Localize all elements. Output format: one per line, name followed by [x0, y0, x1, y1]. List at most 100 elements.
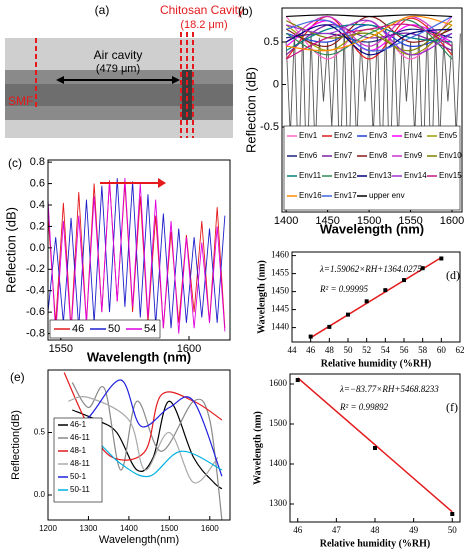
legend-label: Env5	[439, 131, 458, 140]
legend-label: Env17	[334, 191, 357, 200]
series-line	[48, 178, 226, 334]
series-line	[285, 23, 453, 52]
x-tick-label: 62	[456, 345, 465, 355]
y-tick-label: -0.2	[26, 263, 45, 275]
series-line	[286, 15, 453, 52]
x-axis-label: Wavelength(nm)	[99, 534, 179, 546]
legend-label: Env16	[299, 191, 322, 200]
annotation: λ=−83.77×RH+5468.8233	[339, 384, 439, 394]
data-point	[402, 278, 406, 283]
y-tick-label: 0	[273, 78, 279, 90]
y-tick-label: -0.8	[26, 327, 45, 339]
x-tick-label: 52	[362, 345, 371, 355]
x-axis-label: Relative humidity (%RH)	[321, 358, 432, 369]
y-tick-label: -0.5	[260, 121, 279, 133]
y-axis-label: Reflection(dB)	[10, 410, 22, 480]
x-axis-label: Wavelength (nm)	[87, 349, 191, 364]
x-tick-label: 1600	[177, 343, 201, 355]
y-tick-label: -0.4	[26, 285, 45, 297]
legend-label: Env6	[299, 151, 318, 160]
x-axis-label: Wavelength (nm)	[320, 221, 424, 236]
x-axis-label: Relative humidity (%RH)	[320, 538, 431, 549]
series-line	[48, 178, 226, 329]
y-tick-label: 1460	[271, 250, 290, 260]
annotation: λ=1.59062×RH+1364.0275	[319, 264, 422, 274]
air-label: Air cavity	[94, 48, 143, 62]
y-tick-label: 1445	[271, 304, 290, 314]
legend-label: Env11	[299, 171, 322, 180]
x-tick-label: 1400	[274, 215, 298, 227]
data-point	[346, 312, 350, 317]
x-tick-label: 1600	[201, 524, 219, 533]
x-tick-label: 60	[437, 345, 447, 355]
panel-label: (f)	[446, 400, 458, 414]
legend-label: Env1	[299, 131, 318, 140]
fiber-label: SMF	[8, 94, 33, 108]
y-tick-label: 0.0	[30, 242, 45, 254]
data-point	[420, 266, 425, 271]
plot-frame	[281, 7, 463, 213]
legend-label: Env10	[439, 151, 462, 160]
panel-label: (e)	[10, 370, 25, 384]
photo-panel: (a) Chitosan Cavity (18.2 μm) Air cavity…	[5, 3, 244, 138]
series-line	[72, 400, 223, 490]
x-tick-label: 1600	[440, 215, 464, 227]
series-line	[71, 382, 223, 520]
data-point	[439, 256, 444, 261]
fit-line	[310, 256, 442, 339]
x-tick-label: 54	[381, 345, 391, 355]
x-tick-label: 50	[344, 345, 354, 355]
annotation: R² = 0.99892	[339, 402, 389, 412]
plot-area	[48, 178, 226, 334]
x-tick-label: 49	[409, 525, 419, 535]
data-point	[308, 334, 313, 339]
chart: 46 47 48 49 50 1300 1400 1500 1600 Relative humid…	[252, 373, 461, 549]
x-tick-label: 46	[306, 345, 316, 355]
data-point	[295, 378, 300, 382]
x-tick-label: 50	[448, 525, 458, 535]
legend-label: 46-1	[70, 420, 87, 429]
x-tick-label: 1500	[357, 215, 381, 227]
series-line	[68, 396, 219, 484]
legend-label: upper env	[369, 191, 405, 200]
x-tick-label: 1400	[120, 524, 138, 533]
series-line	[67, 379, 223, 477]
data-point	[383, 288, 388, 293]
x-tick-label: 48	[325, 345, 335, 355]
data-point	[450, 512, 455, 516]
plot-frame	[47, 159, 231, 341]
legend-label: 50-11	[70, 485, 90, 494]
y-tick-label: 1300	[269, 498, 288, 508]
legend-label: 50	[108, 323, 120, 335]
x-tick-label: 58	[418, 345, 428, 355]
x-tick-label: 1450	[315, 215, 339, 227]
x-tick-label: 1550	[398, 215, 422, 227]
x-tick-label: 1300	[80, 524, 98, 533]
legend-label: 50-1	[70, 472, 87, 481]
panel-label: (b)	[238, 4, 253, 18]
legend-label: Env14	[404, 171, 427, 180]
y-tick-label: 1400	[269, 458, 288, 468]
plot-area	[63, 372, 223, 520]
y-tick-label: 0.5	[34, 428, 46, 437]
y-tick-label: 1440	[271, 322, 290, 332]
shift-arrow-head	[158, 178, 166, 188]
data-point	[364, 299, 369, 304]
legend-label: Env2	[334, 131, 353, 140]
x-tick-label: 1200	[39, 524, 57, 533]
chart: 1400 1450 1500 1550 1600 0.5 0 -0.5 Wavelength (…	[238, 4, 464, 236]
series-line	[286, 19, 453, 56]
y-tick-label: -0.6	[26, 306, 45, 318]
x-tick-label: 56	[400, 345, 410, 355]
plot-area	[295, 377, 455, 516]
y-tick-label: 1500	[269, 418, 288, 428]
legend-box	[53, 417, 103, 503]
y-tick-label: 0.8	[30, 156, 45, 168]
series-line	[285, 19, 453, 60]
y-axis-label: Reflection (dB)	[3, 207, 18, 293]
legend-label: Env7	[334, 151, 353, 160]
legend-label: Env15	[439, 171, 462, 180]
y-axis-label: Reflection (dB)	[243, 67, 258, 153]
series-line	[286, 14, 453, 18]
